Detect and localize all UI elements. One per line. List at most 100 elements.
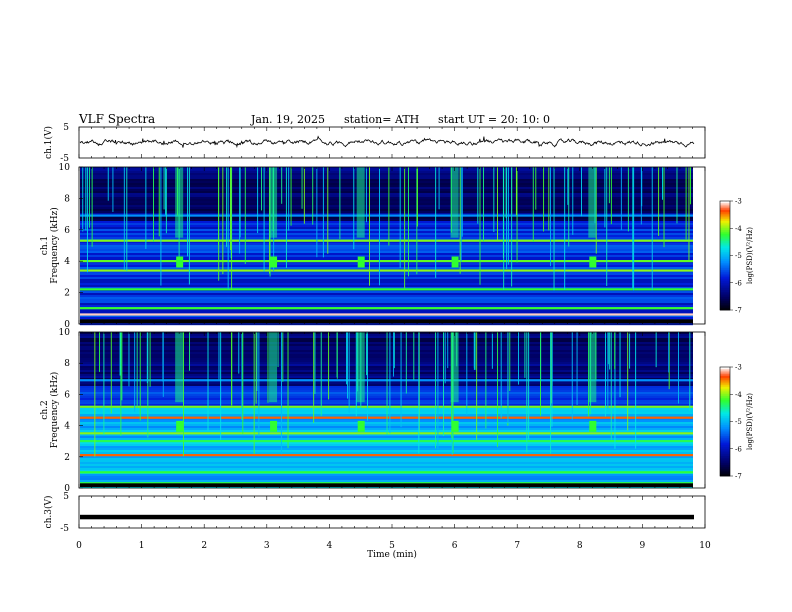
colorbar-segment [720, 466, 730, 470]
frequency-row [80, 352, 693, 355]
frequency-row [80, 281, 693, 284]
frequency-row [80, 309, 693, 312]
colorbar-segment [720, 443, 730, 446]
colorbar-segment [720, 403, 730, 406]
burst-patch [589, 420, 597, 432]
colorbar-segment [720, 392, 730, 395]
emission-band [80, 405, 693, 408]
frequency-row [80, 392, 693, 395]
emission-band [80, 432, 693, 435]
frequency-row [80, 412, 693, 415]
frequency-row [80, 265, 693, 268]
colorbar-segment [720, 208, 730, 211]
colorbar-segment [720, 233, 730, 236]
burst-patch [176, 420, 184, 432]
colorbar-segment [720, 275, 730, 278]
y-tick-label: 8 [64, 194, 70, 204]
frequency-row [80, 386, 693, 389]
ch2-spectrogram-panel: 0 2 4 6 8 10 ch.2 Frequency (kHz) [40, 328, 706, 494]
frequency-row [80, 464, 693, 467]
frequency-row [80, 209, 693, 212]
burst-patch [269, 332, 278, 403]
colorbar-segment [720, 437, 730, 441]
colorbar-segment [720, 419, 730, 422]
colorbar-segment [720, 290, 730, 293]
colorbar-segment [720, 244, 730, 247]
y-tick-label: -5 [60, 524, 69, 534]
frequency-row [80, 251, 693, 254]
frequency-row [80, 350, 693, 353]
x-tick-label: 7 [514, 541, 520, 551]
colorbar-segment [720, 434, 730, 437]
colorbar-segment [720, 394, 730, 397]
frequency-row [80, 169, 693, 172]
y-axis-label: Frequency (kHz) [49, 207, 60, 284]
frequency-row [80, 382, 693, 385]
panel-frame [78, 495, 706, 529]
colorbar-segment [720, 291, 730, 295]
frequency-row [80, 189, 693, 192]
colorbar-segment [720, 450, 730, 453]
colorbar-segment [720, 277, 730, 280]
frequency-row [80, 193, 693, 196]
emission-band [80, 288, 693, 291]
frequency-row [80, 279, 693, 282]
frequency-row [80, 271, 693, 274]
colorbar-segment [720, 446, 730, 450]
colorbar-segment [720, 299, 730, 302]
time-axis: 0 1 2 3 4 5 6 7 8 9 10 [76, 541, 711, 551]
colorbar-tick-label: -3 [735, 364, 742, 372]
frequency-row [80, 211, 693, 214]
frequency-row [80, 398, 693, 401]
y-tick-label: 4 [64, 422, 70, 432]
colorbar-segment [720, 370, 730, 373]
colorbar-segment [720, 213, 730, 216]
colorbar-segment [720, 452, 730, 455]
burst-patch [356, 167, 365, 238]
frequency-row [80, 404, 693, 407]
frequency-row [80, 173, 693, 176]
frequency-row [80, 283, 693, 286]
frequency-row [80, 358, 693, 361]
frequency-row [80, 195, 693, 198]
frequency-row [80, 275, 693, 278]
frequency-row [80, 181, 693, 184]
frequency-row [80, 291, 693, 294]
emission-band [80, 313, 693, 316]
colorbar-segment [720, 217, 730, 220]
colorbar-segment [720, 448, 730, 451]
frequency-row [80, 303, 693, 306]
burst-patch [175, 332, 184, 403]
y-tick-label: 2 [64, 453, 70, 463]
start-time-label: start UT = 20: 10: 0 [438, 113, 550, 126]
emission-band [80, 307, 693, 310]
colorbar-segment [720, 268, 730, 271]
low-freq-stripe [80, 319, 693, 323]
colorbar-segment [720, 377, 730, 381]
y-tick-label: 0 [64, 484, 70, 494]
colorbar-tick-label: -4 [735, 391, 742, 399]
frequency-row [80, 227, 693, 230]
frequency-row [80, 185, 693, 188]
x-tick-label: 2 [201, 541, 207, 551]
colorbar-segment [720, 428, 730, 431]
frequency-row [80, 334, 693, 337]
colorbar-segment [720, 414, 730, 417]
burst-patch [270, 256, 278, 268]
colorbar-tick-label: -5 [735, 252, 742, 260]
y-tick-label: 5 [63, 492, 69, 502]
x-tick-label: 0 [76, 541, 82, 551]
colorbar-segment [720, 379, 730, 382]
frequency-row [80, 187, 693, 190]
colorbar-tick-label: -3 [735, 198, 742, 206]
frequency-row [80, 378, 693, 381]
burst-patch [589, 256, 597, 268]
ch1-waveform-panel: 5 -5 ch.1(V) [43, 123, 706, 164]
y-tick-label: 10 [59, 163, 71, 173]
y-axis-label: ch.1(V) [43, 126, 54, 159]
colorbar-segment [720, 426, 730, 430]
frequency-row [80, 362, 693, 365]
frequency-row [80, 458, 693, 461]
frequency-row [80, 203, 693, 206]
